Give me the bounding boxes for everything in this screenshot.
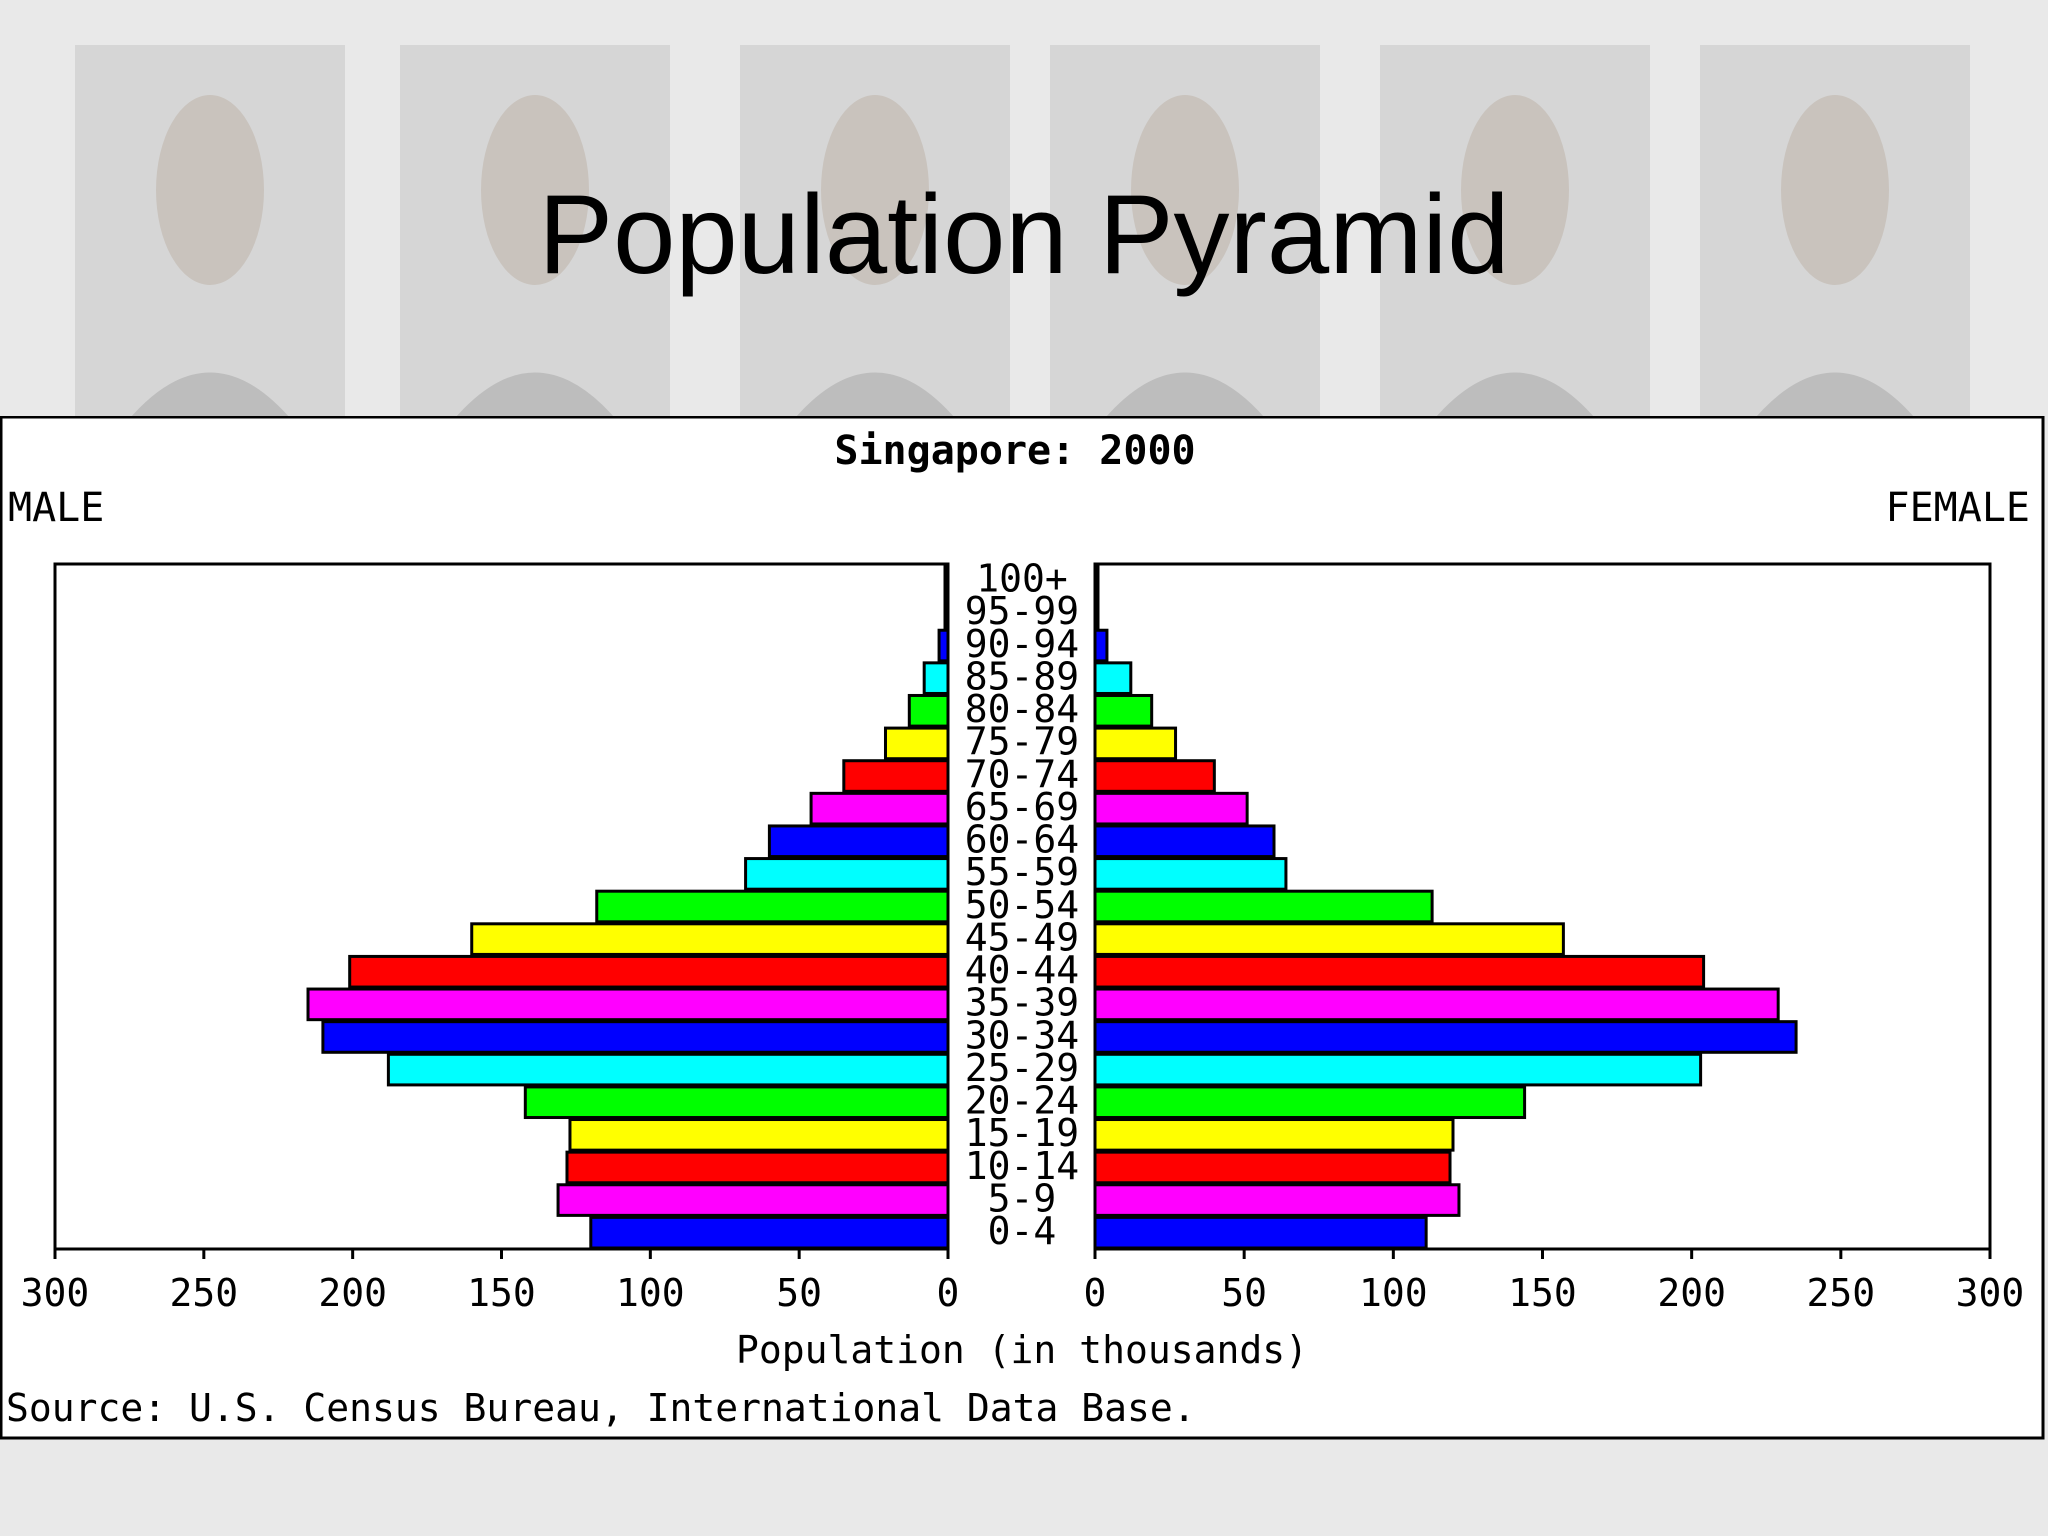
male-bar-10-14 (565, 1150, 950, 1185)
male-bar-5-9 (556, 1183, 950, 1217)
male-bar-95-99 (943, 596, 950, 630)
female-bar-95-99 (1093, 596, 1100, 630)
female-bar-30-34 (1093, 1020, 1798, 1054)
chart-title: Singapore: 2000 (834, 428, 1195, 474)
female-bar-5-9 (1093, 1183, 1461, 1217)
population-pyramid-chart: Singapore: 2000 MALE FEMALE 100+95-9990-… (0, 416, 2045, 1440)
age-group-label: 95-99 (965, 589, 1079, 633)
age-group-label: 40-44 (965, 948, 1079, 992)
male-bar-60-64 (767, 824, 950, 859)
female-bar-40-44 (1093, 954, 1706, 989)
male-bar-30-34 (321, 1020, 950, 1054)
female-bar-80-84 (1093, 693, 1154, 728)
female-bar-15-19 (1093, 1118, 1455, 1152)
male-bar-25-29 (386, 1052, 950, 1087)
male-bar-15-19 (568, 1118, 950, 1152)
age-group-label: 60-64 (965, 818, 1079, 862)
chart-frame (0, 416, 2045, 1440)
male-bar-35-39 (306, 987, 950, 1022)
female-bar-60-64 (1093, 824, 1276, 859)
female-bar-50-54 (1093, 889, 1434, 924)
age-group-label: 80-84 (965, 687, 1079, 731)
portrait-face (1461, 95, 1569, 285)
female-tick-label: 200 (1657, 1271, 1726, 1315)
source-note: Source: U.S. Census Bureau, Internationa… (6, 1386, 1196, 1430)
female-label: FEMALE (1886, 485, 2031, 531)
male-bar-70-74 (842, 759, 950, 793)
age-group-label: 85-89 (965, 654, 1079, 698)
female-tick-label: 100 (1359, 1271, 1428, 1315)
age-group-label: 100+ (976, 557, 1068, 601)
male-tick-label: 100 (616, 1271, 685, 1315)
female-tick-label: 0 (1084, 1271, 1107, 1315)
male-bar-0-4 (589, 1215, 950, 1250)
age-group-label: 0-4 (988, 1209, 1057, 1253)
portrait-face (1131, 95, 1239, 285)
age-group-label: 15-19 (965, 1111, 1079, 1155)
age-group-label: 30-34 (965, 1013, 1079, 1057)
female-bar-85-89 (1093, 661, 1133, 695)
female-bar-65-69 (1093, 791, 1249, 826)
male-bar-40-44 (348, 954, 950, 989)
female-tick-label: 50 (1221, 1271, 1267, 1315)
male-tick-label: 150 (467, 1271, 536, 1315)
male-label: MALE (8, 485, 104, 531)
portrait-face (156, 95, 264, 285)
male-bar-90-94 (937, 628, 950, 663)
age-group-label: 20-24 (965, 1079, 1079, 1123)
male-bar-65-69 (809, 791, 950, 826)
age-group-label: 75-79 (965, 720, 1079, 764)
male-bar-85-89 (922, 661, 950, 695)
age-group-label: 90-94 (965, 622, 1079, 666)
female-bar-55-59 (1093, 857, 1288, 891)
age-group-label: 45-49 (965, 915, 1079, 959)
female-tick-label: 250 (1807, 1271, 1876, 1315)
female-bar-35-39 (1093, 987, 1780, 1022)
female-bar-10-14 (1093, 1150, 1452, 1185)
female-bar-90-94 (1093, 628, 1109, 663)
age-group-label: 55-59 (965, 850, 1079, 894)
female-bar-100+ (1093, 563, 1100, 598)
female-bar-25-29 (1093, 1052, 1703, 1087)
age-group-label: 25-29 (965, 1046, 1079, 1090)
male-tick-label: 200 (318, 1271, 387, 1315)
male-bar-100+ (943, 563, 950, 598)
male-bar-45-49 (470, 922, 950, 956)
age-group-label: 35-39 (965, 981, 1079, 1025)
female-bar-70-74 (1093, 759, 1216, 793)
x-axis-label: Population (in thousands) (736, 1328, 1308, 1372)
age-group-label: 70-74 (965, 752, 1079, 796)
age-group-label: 65-69 (965, 785, 1079, 829)
portrait-face (481, 95, 589, 285)
female-bar-0-4 (1093, 1215, 1428, 1250)
male-bar-55-59 (744, 857, 950, 891)
age-group-label: 10-14 (965, 1144, 1079, 1188)
male-bar-80-84 (907, 693, 950, 728)
male-tick-label: 250 (170, 1271, 239, 1315)
portrait-face (1781, 95, 1889, 285)
female-bar-20-24 (1093, 1085, 1527, 1120)
male-bar-20-24 (523, 1085, 950, 1120)
female-bar-75-79 (1093, 726, 1178, 761)
age-group-label: 50-54 (965, 883, 1079, 927)
female-bar-45-49 (1093, 922, 1565, 956)
male-tick-label: 300 (21, 1271, 90, 1315)
male-tick-label: 50 (776, 1271, 822, 1315)
age-group-label: 5-9 (988, 1176, 1057, 1220)
slide-title: Population Pyramid (538, 172, 1510, 297)
female-tick-label: 300 (1956, 1271, 2025, 1315)
male-bar-50-54 (595, 889, 950, 924)
male-bar-75-79 (883, 726, 950, 761)
portrait-face (821, 95, 929, 285)
female-tick-label: 150 (1508, 1271, 1577, 1315)
male-tick-label: 0 (937, 1271, 960, 1315)
